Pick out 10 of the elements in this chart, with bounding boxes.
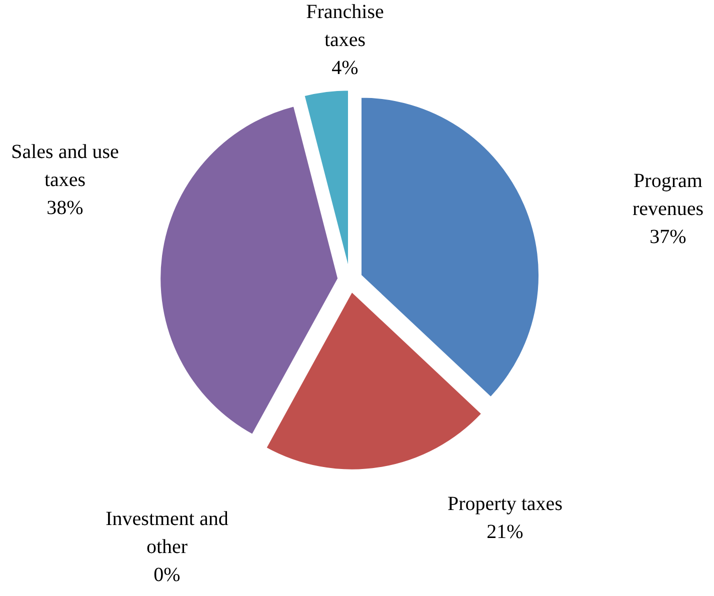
slice-label: Sales and use taxes: [11, 141, 119, 191]
data-label: 4%: [332, 57, 358, 79]
slice-label: Franchise taxes: [306, 1, 384, 51]
slice-label: Property taxes: [448, 493, 563, 515]
text: 0%: [154, 564, 180, 586]
data-label: 38%: [46, 197, 84, 219]
data-label: 37%: [650, 226, 686, 248]
slice-label: Program revenues: [632, 170, 704, 220]
category-label: Investment and other: [106, 508, 228, 558]
data-label: 21%: [486, 521, 524, 543]
